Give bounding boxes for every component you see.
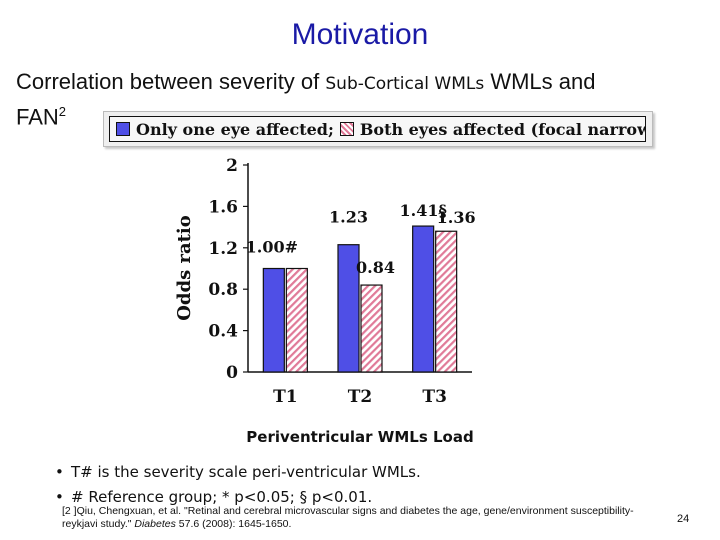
odds-ratio-bar-chart: 0 0.4 0.8 1.2 1.6 2 T1 T2 T3 1.00# 1.23 1.41§ 0.84 1.… [174,156,476,407]
citation-journal: Diabetes [134,518,176,530]
chart-legend: Only one eye affected; Both eyes affecte… [103,111,653,147]
y-tick-label: 0.8 [208,280,238,300]
slide-title: Motivation [291,18,429,51]
bar-t1-series-2 [285,267,308,373]
x-tick-label: T3 [422,387,446,407]
subtitle-superscript: 2 [58,104,67,119]
data-label: 1.23 [329,208,368,227]
data-label: 1.36 [437,208,476,227]
subtitle-text-3: FAN [16,104,59,130]
data-label: 1.41§ [399,201,446,220]
bullet-list: • T# is the severity scale peri-ventricul… [55,460,421,510]
bullet-text: # Reference group; * p<0.05; § p<0.01. [71,488,373,506]
x-axis-title: Periventricular WMLs Load [246,428,474,446]
plot-area: 0 0.4 0.8 1.2 1.6 2 T1 T2 T3 1.00# 1.23 1.41§ 0.84 1.… [208,156,475,407]
citation-line-2b: 57.6 (2008): 1645-1650. [175,518,292,530]
bar-t2-series-1 [337,244,360,373]
citation-line-2a: reykjavi study." [62,518,135,530]
bar-t3-series-2 [435,230,458,373]
y-tick-label: 1.6 [208,197,238,217]
data-label: 0.84 [356,258,395,277]
legend-label-one-eye: Only one eye affected; [136,119,334,139]
x-tick-label: T1 [273,387,297,407]
y-tick-label: 1.2 [208,239,238,259]
y-tick-label: 0 [226,363,238,383]
legend-swatch-one-eye [116,122,130,136]
page-number: 24 [677,513,690,525]
bar-t3-series-1 [412,225,435,373]
citation: [2 ]Qiu, Chengxuan, et al. "Retinal and … [62,505,662,531]
slide-subtitle: Correlation between severity of Sub-Cort… [16,68,706,131]
subtitle-text-1: Correlation between severity of [16,69,326,94]
y-tick-label: 0.4 [208,322,238,342]
x-tick-label: T2 [348,387,372,407]
legend-swatch-both-eyes [339,122,354,136]
y-axis-title: Odds ratio [174,215,195,321]
y-tick-label: 2 [226,156,238,176]
legend-box: Only one eye affected; Both eyes affecte… [109,116,646,142]
bar-t1-series-1 [262,267,285,373]
subtitle-inset-text: Sub-Cortical WMLs [325,74,485,94]
subtitle-text-2: WMLs and [484,69,596,94]
bar-t2-series-2 [360,284,383,373]
bullet-text: T# is the severity scale peri-ventricula… [71,463,421,481]
bullet-item: • T# is the severity scale peri-ventricul… [55,463,421,481]
citation-line-1: [2 ]Qiu, Chengxuan, et al. "Retinal and … [62,505,634,517]
bullet-item: • # Reference group; * p<0.05; § p<0.01. [55,488,373,506]
legend-label-both-eyes: Both eyes affected (focal narrowing) [359,119,645,139]
data-label: 1.00# [246,238,298,257]
